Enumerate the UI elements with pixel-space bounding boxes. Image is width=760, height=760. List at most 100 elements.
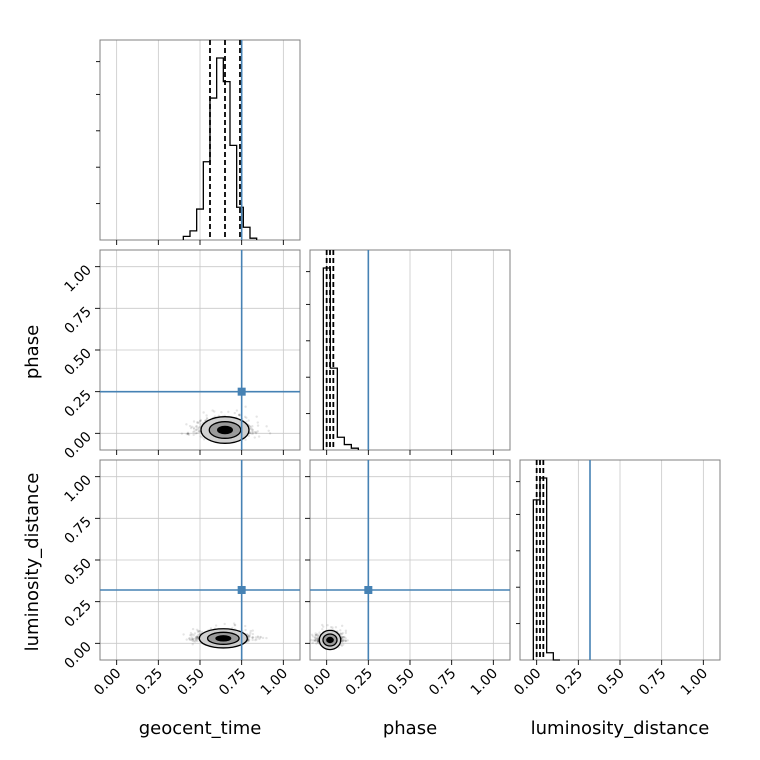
y-tick-label: 0.75 <box>61 304 94 337</box>
sample-point <box>233 623 237 627</box>
sample-point <box>192 420 196 423</box>
sample-point <box>188 637 191 640</box>
sample-point <box>248 431 252 435</box>
sample-point <box>259 636 262 639</box>
sample-point <box>196 421 199 425</box>
sample-point <box>185 432 188 436</box>
x-tick-label: 0.50 <box>594 666 627 699</box>
sample-point <box>245 416 248 419</box>
x-tick-label: 0.25 <box>553 666 586 699</box>
sample-point <box>190 636 193 639</box>
sample-point <box>340 624 344 628</box>
sample-point <box>192 634 195 637</box>
panel-scatter-geocent-time-vs-luminosity-distance: 0.00 0.25 0.50 0.75 1.000.000.250.500.751.00 <box>61 459 301 699</box>
sample-point <box>244 438 247 441</box>
y-tick-label: 0.75 <box>61 514 94 547</box>
sample-point <box>196 630 200 634</box>
sample-point <box>265 636 268 640</box>
sample-point <box>189 631 193 635</box>
panel-hist-phase <box>306 249 511 455</box>
sample-point <box>344 637 347 640</box>
sample-point <box>255 430 258 434</box>
sample-point <box>187 433 191 436</box>
sample-point <box>195 424 198 428</box>
sample-point <box>192 426 196 430</box>
sample-point <box>233 411 236 415</box>
sample-point <box>259 635 262 639</box>
sample-point <box>199 435 202 438</box>
sample-point <box>314 633 318 637</box>
sample-point <box>310 639 313 642</box>
sample-point <box>195 431 199 434</box>
sample-point <box>237 413 241 417</box>
ylabel-luminosity-distance: luminosity_distance <box>22 473 43 652</box>
sample-point <box>191 637 195 640</box>
sample-point <box>267 429 270 432</box>
sample-point <box>249 631 252 635</box>
sample-point <box>196 629 200 632</box>
sample-point <box>346 639 349 642</box>
sample-point <box>256 421 259 424</box>
sample-point <box>186 432 189 435</box>
x-tick-label: 0.00 <box>511 666 544 699</box>
scatter-points <box>310 623 349 651</box>
sample-point <box>194 636 198 639</box>
sample-point <box>191 638 194 641</box>
sample-point <box>248 635 251 638</box>
x-tick-label: 0.75 <box>216 666 249 699</box>
sample-point <box>316 640 319 643</box>
sample-point <box>227 410 230 414</box>
sample-point <box>251 629 254 632</box>
sample-point <box>254 431 258 435</box>
sample-point <box>254 638 257 642</box>
sample-point <box>314 637 318 641</box>
sample-point <box>265 425 268 428</box>
sample-point <box>192 427 196 431</box>
panel-scatter-geocent-time-vs-phase: 0.00 0.25 0.50 0.75 1.00 <box>61 249 301 462</box>
sample-point <box>247 635 250 638</box>
x-tick-label: 1.00 <box>468 666 501 699</box>
sample-point <box>191 639 194 642</box>
sample-point <box>343 635 346 639</box>
x-tick-label: 0.25 <box>133 666 166 699</box>
sample-point <box>339 629 342 632</box>
sample-point <box>197 421 200 424</box>
sample-point <box>190 637 194 641</box>
sample-point <box>196 637 199 640</box>
sample-point <box>339 632 342 635</box>
sample-point <box>195 425 198 428</box>
sample-point <box>182 633 185 636</box>
y-tick-label: 0.00 <box>61 429 94 462</box>
sample-point <box>195 628 199 631</box>
sample-point <box>247 638 251 641</box>
sample-point <box>193 640 197 643</box>
sample-point <box>250 427 253 430</box>
xlabel-luminosity-distance: luminosity_distance <box>531 718 710 739</box>
sample-point <box>315 642 318 645</box>
sample-point <box>223 622 226 626</box>
truth-marker <box>237 586 246 594</box>
sample-point <box>238 413 241 416</box>
sample-point <box>196 427 199 430</box>
contour-inner <box>215 635 232 642</box>
sample-point <box>232 622 236 625</box>
sample-point <box>317 634 320 638</box>
sample-point <box>202 438 206 441</box>
sample-point <box>213 410 216 413</box>
sample-point <box>196 635 200 639</box>
sample-point <box>247 434 250 438</box>
sample-point <box>189 426 193 430</box>
sample-point <box>197 630 201 633</box>
sample-point <box>244 624 247 628</box>
sample-point <box>237 413 241 417</box>
sample-point <box>199 418 203 422</box>
sample-point <box>268 432 272 435</box>
sample-point <box>195 637 199 640</box>
sample-point <box>194 432 197 435</box>
sample-point <box>231 626 234 630</box>
sample-point <box>310 633 314 636</box>
histogram-geocent-time <box>182 57 258 240</box>
sample-point <box>185 638 188 641</box>
sample-point <box>248 633 251 637</box>
